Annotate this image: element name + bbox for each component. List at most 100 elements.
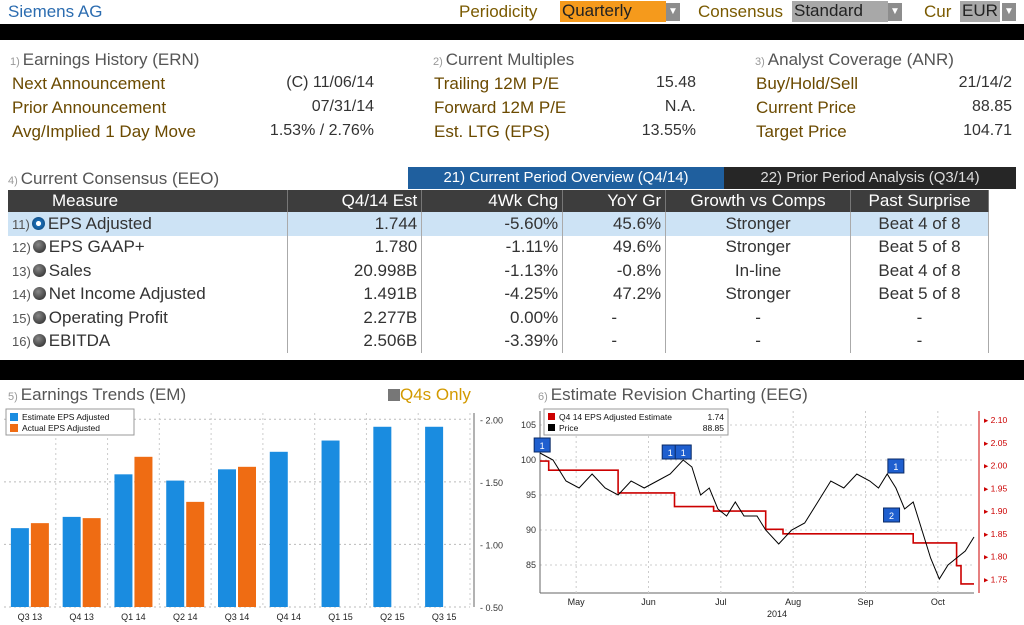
x-tick-label: Q4 14 [277, 612, 302, 622]
event-marker [887, 458, 905, 474]
tab-prior-period[interactable]: 22) Prior Period Analysis (Q3/14) [724, 167, 1016, 189]
ltg-eps-value: 13.55% [641, 122, 696, 139]
bar-actual [134, 456, 153, 607]
left-tick-label: 90 [526, 525, 536, 535]
row-bullet-icon[interactable] [32, 263, 46, 277]
bar-estimate [321, 440, 340, 607]
col-est[interactable]: Q4/14 Est [287, 190, 423, 212]
table-row[interactable]: 13) Sales 20.998B -1.13% -0.8% In-line Be… [8, 259, 989, 283]
trailing-pe-label: Trailing 12M P/E [434, 74, 560, 93]
right-tick-label: ▸ 1.75 [984, 574, 1007, 584]
legend-value: 88.85 [703, 423, 725, 433]
x-tick-label: Sep [857, 597, 873, 607]
consensus-label: Consensus [698, 2, 784, 21]
buy-hold-sell-value: 21/14/2 [958, 74, 1012, 91]
left-tick-label: 95 [526, 490, 536, 500]
legend-box [543, 408, 729, 436]
right-tick-label: ▸ 2.05 [984, 438, 1007, 448]
legend: Q4 14 EPS Adjusted Estimate 1.74 Price 88.8… [543, 408, 729, 436]
bar-estimate [62, 516, 81, 607]
col-growth-vs-comps[interactable]: Growth vs Comps [665, 190, 852, 212]
bar-estimate [269, 451, 288, 607]
tab-current-period[interactable]: 21) Current Period Overview (Q4/14) [408, 167, 724, 189]
y-tick-label: - 1.50 [480, 478, 503, 488]
top-bar: Siemens AG Periodicity Quarterly ▼ Conse… [0, 0, 1024, 24]
x-tick-label: Jul [715, 597, 727, 607]
right-tick-label: ▸ 1.95 [984, 483, 1007, 493]
series-line-estimate [540, 460, 974, 585]
earnings-history-header[interactable]: 1) Earnings History (ERN) [10, 50, 200, 69]
prior-announcement-value: 07/31/14 [311, 98, 374, 115]
left-tick-label: 100 [521, 455, 536, 465]
right-tick-label: ▸ 1.85 [984, 529, 1007, 539]
row-bullet-icon[interactable] [32, 287, 46, 301]
earnings-trends-header[interactable]: 5) Earnings Trends (EM) [8, 385, 187, 404]
current-multiples-header[interactable]: 2) Current Multiples [433, 50, 575, 69]
day-move-value: 1.53% / 2.76% [269, 122, 374, 139]
legend-swatch [10, 424, 18, 432]
earnings-trends-chart: - 0.50 - 1.00 - 1.50 - 2.00 Q3 13 Q4 13 Q1 14 Q… [4, 408, 503, 622]
x-tick-label: Q3 14 [225, 612, 250, 622]
x-tick-label: Q3 13 [18, 612, 43, 622]
summary-panel [0, 40, 1024, 166]
company-title: Siemens AG [8, 2, 103, 21]
bar-actual [186, 501, 205, 607]
current-price-label: Current Price [756, 98, 857, 117]
right-tick-label: ▸ 2.10 [984, 415, 1007, 425]
table-row[interactable]: 12) EPS GAAP+ 1.780 -1.11% 49.6% Stronger… [8, 235, 989, 259]
legend-swatch [548, 413, 555, 420]
y-tick-label: - 0.50 [480, 603, 503, 613]
estimate-revision-header[interactable]: 6) Estimate Revision Charting (EEG) [538, 385, 808, 404]
row-bullet-icon[interactable] [32, 310, 46, 324]
q4s-only-toggle[interactable]: Q4s Only [388, 385, 471, 405]
table-header-row: Measure Q4/14 Est 4Wk Chg YoY Gr Growth … [8, 190, 989, 212]
right-tick-label: ▸ 2.00 [984, 461, 1007, 471]
row-bullet-icon[interactable] [32, 240, 46, 254]
event-marker-label: 1 [893, 462, 898, 472]
ltg-eps-label: Est. LTG (EPS) [434, 122, 550, 141]
col-past-surprise[interactable]: Past Surprise [850, 190, 989, 212]
row-bullet-icon[interactable] [32, 334, 46, 348]
consensus-table: Measure Q4/14 Est 4Wk Chg YoY Gr Growth … [8, 190, 989, 353]
buy-hold-sell-label: Buy/Hold/Sell [756, 74, 859, 93]
col-measure[interactable]: Measure [8, 190, 289, 212]
bar-estimate [425, 426, 444, 607]
row-bullet-icon[interactable] [31, 216, 45, 230]
currency-select[interactable]: EUR [960, 1, 1000, 22]
trailing-pe-value: 15.48 [655, 74, 696, 91]
table-row[interactable]: 14) Net Income Adjusted 1.491B -4.25% 47.… [8, 282, 989, 306]
event-marker-label: 2 [889, 511, 894, 521]
legend-value: 1.74 [707, 412, 724, 422]
table-row[interactable]: 11) EPS Adjusted 1.744 -5.60% 45.6% Stron… [8, 212, 989, 236]
consensus-dropdown-icon[interactable]: ▼ [888, 3, 902, 21]
bar-estimate [114, 474, 133, 607]
legend-label: Q4 14 EPS Adjusted Estimate [559, 412, 672, 422]
event-marker-label: 1 [668, 448, 673, 458]
legend-label: Price [559, 423, 579, 433]
x-tick-label: Q2 14 [173, 612, 198, 622]
right-tick-label: ▸ 1.80 [984, 552, 1007, 562]
table-row[interactable]: 15) Operating Profit 2.277B 0.00% - - - [8, 306, 989, 330]
table-row[interactable]: 16) EBITDA 2.506B -3.39% - - - [8, 329, 989, 353]
currency-dropdown-icon[interactable]: ▼ [1002, 3, 1016, 21]
event-marker-label: 1 [681, 448, 686, 458]
current-consensus-header[interactable]: 4) Current Consensus (EEO) [8, 169, 220, 188]
col-yoy-gr[interactable]: YoY Gr [562, 190, 667, 212]
left-tick-label: 105 [521, 420, 536, 430]
consensus-select[interactable]: Standard [792, 1, 888, 22]
x-tick-label: Q1 14 [121, 612, 146, 622]
currency-label: Cur [924, 2, 952, 21]
event-marker [883, 507, 901, 523]
periodicity-select[interactable]: Quarterly [560, 1, 666, 22]
forward-pe-label: Forward 12M P/E [434, 98, 567, 117]
periodicity-dropdown-icon[interactable]: ▼ [666, 3, 680, 21]
series-line-price [539, 452, 975, 581]
checkbox-icon[interactable] [388, 389, 400, 401]
analyst-coverage-header[interactable]: 3) Analyst Coverage (ANR) [755, 50, 954, 69]
col-4wk-chg[interactable]: 4Wk Chg [421, 190, 564, 212]
y-tick-label: - 2.00 [480, 415, 503, 425]
y-tick-label: - 1.00 [480, 540, 503, 550]
legend-label: Estimate EPS Adjusted [22, 412, 110, 422]
legend-box [5, 408, 135, 436]
